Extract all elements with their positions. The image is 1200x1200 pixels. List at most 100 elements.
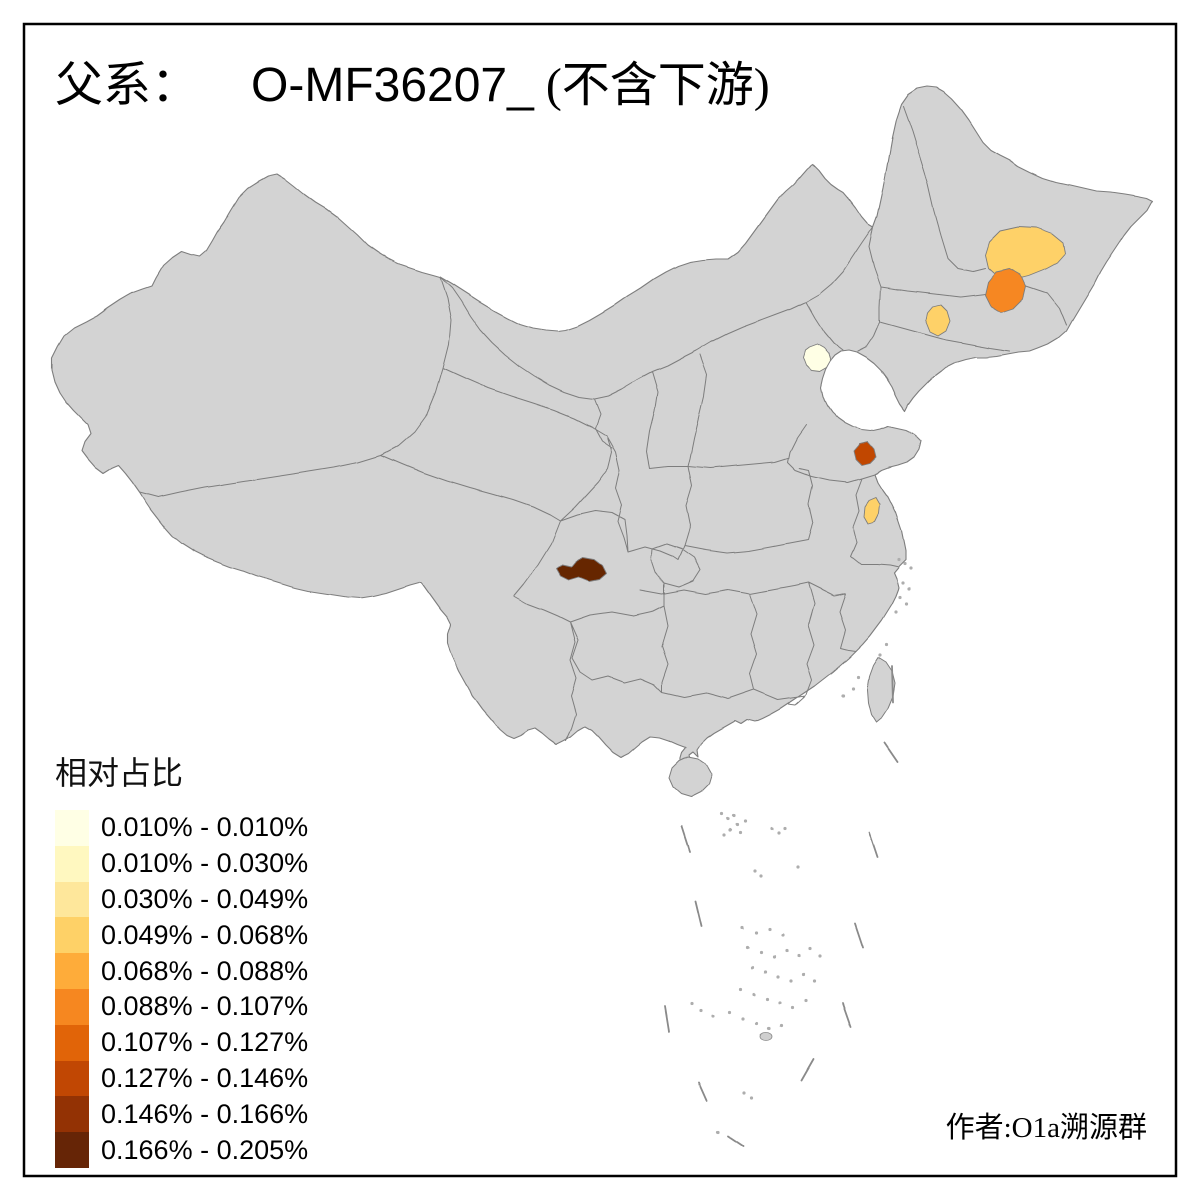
island-dot <box>753 869 757 873</box>
legend-label: 0.088% - 0.107% <box>101 991 309 1022</box>
figure-frame <box>22 22 1178 1178</box>
island-dot <box>801 973 805 977</box>
legend-label: 0.049% - 0.068% <box>101 919 309 950</box>
island-itu-aba <box>759 1032 773 1042</box>
legend-label: 0.166% - 0.205% <box>101 1134 309 1165</box>
legend-item: 0.068% - 0.088% <box>55 953 308 989</box>
title-haplogroup-code: O-MF36207_ <box>251 59 534 112</box>
legend-swatch <box>55 1096 89 1133</box>
island-dot <box>745 945 749 949</box>
legend: 相对占比 0.010% - 0.010% 0.010% - 0.030% 0.030… <box>55 748 308 1168</box>
island-dot <box>909 567 913 571</box>
island-dot <box>841 693 845 697</box>
island-dot <box>742 1017 746 1021</box>
island-dot <box>739 987 743 991</box>
island-dot <box>755 1022 759 1026</box>
island-dot <box>720 812 724 816</box>
island-dot <box>803 999 807 1003</box>
island-dot <box>711 1015 715 1019</box>
region-beijing <box>802 343 832 373</box>
legend-label: 0.107% - 0.127% <box>101 1027 309 1058</box>
island-dot <box>790 1006 794 1010</box>
legend-label: 0.030% - 0.049% <box>101 883 309 914</box>
legend-swatch <box>55 953 89 989</box>
island-dot <box>738 831 742 835</box>
legend-title: 相对占比 <box>55 755 184 791</box>
island-dot <box>763 970 767 974</box>
title-suffix: (不含下游) <box>545 59 770 112</box>
legend-swatch <box>55 917 89 954</box>
island-dot <box>779 1024 783 1028</box>
title-prefix: 父系： <box>55 59 200 112</box>
island-dot <box>722 833 726 837</box>
island-dot <box>728 828 732 832</box>
island-dot <box>750 965 754 969</box>
island-dot <box>743 820 747 824</box>
island-dot <box>897 558 901 562</box>
region-jiangsu <box>863 496 881 524</box>
island-dot <box>772 955 776 959</box>
region-jilin <box>984 268 1027 314</box>
island-dot <box>878 653 882 657</box>
island-dot <box>742 1091 746 1095</box>
legend-swatch <box>55 1024 89 1061</box>
island-dot <box>894 610 898 614</box>
china-mainland-shape <box>51 86 1153 777</box>
island-dot <box>856 675 860 679</box>
island-dot <box>783 826 787 830</box>
island-dot <box>699 1009 703 1013</box>
island-dot <box>759 950 763 954</box>
legend-item: 0.166% - 0.205% <box>55 1132 308 1168</box>
island-dot <box>777 831 781 835</box>
legend-swatch <box>55 810 89 846</box>
island-dot <box>690 1002 694 1006</box>
island-dot <box>901 581 905 585</box>
legend-item: 0.030% - 0.049% <box>55 881 309 918</box>
island-dot <box>740 925 744 929</box>
legend-label: 0.068% - 0.088% <box>101 955 309 986</box>
taiwan-island <box>866 656 896 723</box>
island-dot <box>726 817 730 821</box>
island-dot <box>797 954 801 958</box>
island-dot <box>789 979 793 983</box>
legend-label: 0.010% - 0.010% <box>101 812 309 843</box>
island-dot <box>796 865 800 869</box>
legend-item: 0.127% - 0.146% <box>55 1060 308 1097</box>
colored-regions <box>556 226 1066 582</box>
legend-swatch <box>55 881 89 918</box>
legend-item: 0.010% - 0.010% <box>55 810 308 846</box>
island-dot <box>885 643 889 647</box>
island-dots <box>690 558 913 1134</box>
legend-swatch <box>55 1132 89 1168</box>
region-liaoning <box>925 304 951 337</box>
legend-item: 0.088% - 0.107% <box>55 988 309 1025</box>
island-dot <box>776 975 780 979</box>
legend-item: 0.107% - 0.127% <box>55 1024 309 1061</box>
legend-swatch <box>55 988 89 1025</box>
region-heilongjiang <box>984 226 1066 281</box>
island-dot <box>728 1011 732 1015</box>
island-dot <box>778 1001 782 1005</box>
region-shandong <box>853 441 877 466</box>
legend-rows: 0.010% - 0.010% 0.010% - 0.030% 0.030% - 0… <box>55 810 308 1168</box>
province-borders <box>138 106 1067 742</box>
island-dot <box>851 686 855 690</box>
island-dot <box>732 814 736 818</box>
island-dot <box>903 562 907 566</box>
island-dot <box>818 955 822 959</box>
map-title: 父系： O-MF36207_ (不含下游) <box>55 58 770 113</box>
legend-label: 0.146% - 0.166% <box>101 1098 309 1129</box>
island-dot <box>770 827 774 831</box>
island-dot <box>767 1027 771 1031</box>
legend-label: 0.010% - 0.030% <box>101 848 309 879</box>
island-dot <box>716 1130 720 1134</box>
region-sichuan <box>556 556 607 582</box>
island-dot <box>754 930 758 934</box>
legend-swatch <box>55 845 89 882</box>
island-dot <box>907 587 911 591</box>
legend-item: 0.049% - 0.068% <box>55 917 309 954</box>
island-dot <box>753 992 757 996</box>
island-dot <box>785 949 789 953</box>
